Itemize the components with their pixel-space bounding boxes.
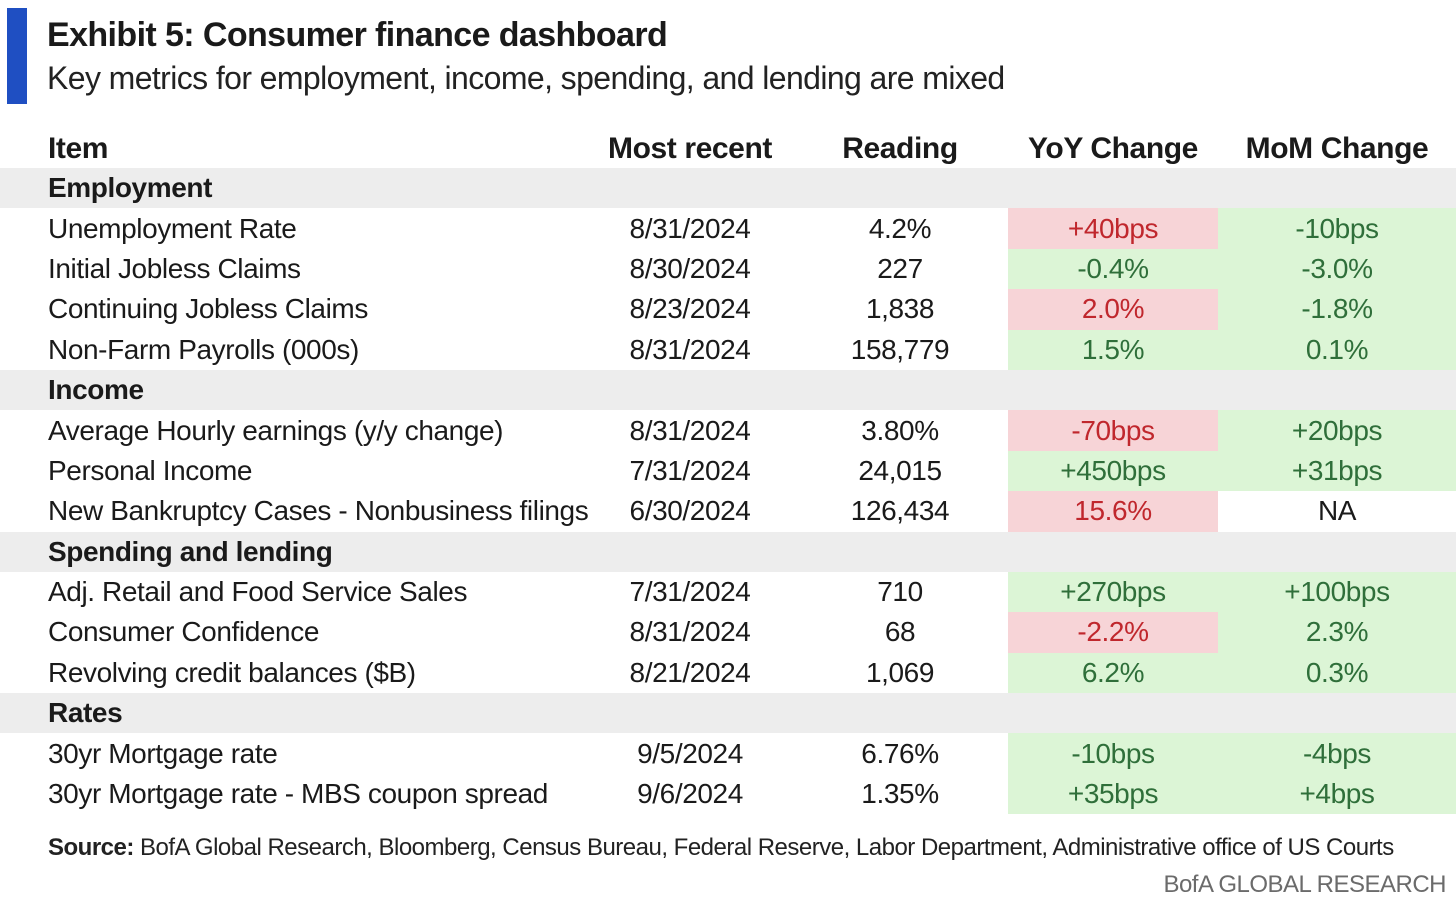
mom-cell: 0.1% bbox=[1218, 329, 1456, 370]
reading-cell: 68 bbox=[884, 616, 916, 648]
yoy-cell: -70bps bbox=[1008, 410, 1218, 451]
reading-cell: 1,838 bbox=[865, 293, 935, 325]
table-row: 30yr Mortgage rate 9/5/2024 6.76% -10bps -4b… bbox=[0, 733, 1456, 774]
section-row: Rates bbox=[0, 693, 1456, 734]
yoy-cell: +40bps bbox=[1008, 208, 1218, 249]
section-row: Income bbox=[0, 369, 1456, 411]
chart-subtitle: Key metrics for employment, income, spen… bbox=[47, 60, 1005, 96]
table-row: 30yr Mortgage rate - MBS coupon spread 9/… bbox=[0, 773, 1456, 815]
table-row: Revolving credit balances ($B) 8/21/2024 1… bbox=[0, 652, 1456, 694]
table-row: New Bankruptcy Cases - Nonbusiness filin… bbox=[0, 491, 1456, 532]
column-header-reading: Reading bbox=[842, 132, 958, 165]
item-cell: 30yr Mortgage rate - MBS coupon spread bbox=[48, 778, 548, 810]
reading-cell: 710 bbox=[877, 576, 923, 608]
table-row: Initial Jobless Claims 8/30/2024 227 -0.4% -… bbox=[0, 248, 1456, 290]
yoy-cell: 15.6% bbox=[1008, 491, 1218, 532]
reading-cell: 1.35% bbox=[861, 778, 939, 810]
source-label: Source: bbox=[48, 834, 134, 861]
date-cell: 7/31/2024 bbox=[629, 454, 751, 486]
mom-cell: 2.3% bbox=[1218, 612, 1456, 653]
reading-cell: 24,015 bbox=[858, 454, 942, 486]
mom-cell: +20bps bbox=[1218, 410, 1456, 451]
item-cell: Initial Jobless Claims bbox=[48, 252, 301, 284]
reading-cell: 4.2% bbox=[868, 212, 932, 244]
section-row: Spending and lending bbox=[0, 531, 1456, 572]
mom-cell: +100bps bbox=[1218, 571, 1456, 613]
mom-cell: -10bps bbox=[1218, 208, 1456, 249]
item-cell: Revolving credit balances ($B) bbox=[48, 656, 416, 688]
chart-title: Exhibit 5: Consumer finance dashboard bbox=[47, 16, 668, 54]
mom-cell: -1.8% bbox=[1218, 289, 1456, 330]
table-row: Non-Farm Payrolls (000s) 8/31/2024 158,779… bbox=[0, 329, 1456, 370]
date-cell: 7/31/2024 bbox=[629, 576, 751, 608]
section-row: Employment bbox=[0, 168, 1456, 209]
yoy-cell: -2.2% bbox=[1008, 612, 1218, 653]
dashboard-table: Item Most recent Reading YoY Change MoM … bbox=[0, 130, 1456, 815]
yoy-cell: 2.0% bbox=[1008, 289, 1218, 330]
item-cell: 30yr Mortgage rate bbox=[48, 737, 278, 769]
date-cell: 8/31/2024 bbox=[629, 212, 751, 244]
yoy-cell: +35bps bbox=[1008, 773, 1218, 815]
brand-footer: BofA GLOBAL RESEARCH bbox=[1163, 871, 1446, 898]
mom-cell: +4bps bbox=[1218, 773, 1456, 815]
item-cell: Adj. Retail and Food Service Sales bbox=[48, 576, 468, 608]
date-cell: 8/30/2024 bbox=[629, 252, 751, 284]
item-cell: Continuing Jobless Claims bbox=[48, 293, 368, 325]
table-row: Average Hourly earnings (y/y change) 8/31… bbox=[0, 410, 1456, 451]
source-note: Source: BofA Global Research, Bloomberg,… bbox=[48, 834, 1394, 862]
item-cell: Non-Farm Payrolls (000s) bbox=[48, 333, 359, 365]
date-cell: 6/30/2024 bbox=[629, 495, 751, 527]
mom-cell: +31bps bbox=[1218, 450, 1456, 492]
section-label: Rates bbox=[48, 697, 123, 729]
yoy-cell: 6.2% bbox=[1008, 652, 1218, 694]
date-cell: 9/6/2024 bbox=[637, 778, 743, 810]
reading-cell: 3.80% bbox=[861, 414, 939, 446]
item-cell: Unemployment Rate bbox=[48, 212, 297, 244]
reading-cell: 227 bbox=[877, 252, 923, 284]
source-text: BofA Global Research, Bloomberg, Census … bbox=[133, 834, 1394, 861]
yoy-cell: -10bps bbox=[1008, 733, 1218, 774]
mom-cell: -4bps bbox=[1218, 733, 1456, 774]
item-cell: Consumer Confidence bbox=[48, 616, 319, 648]
mom-cell: NA bbox=[1218, 491, 1456, 532]
table-row: Continuing Jobless Claims 8/23/2024 1,838 2… bbox=[0, 289, 1456, 330]
reading-cell: 1,069 bbox=[865, 656, 935, 688]
reading-cell: 6.76% bbox=[861, 737, 939, 769]
table-row: Unemployment Rate 8/31/2024 4.2% +40bps -10b… bbox=[0, 208, 1456, 249]
yoy-cell: +450bps bbox=[1008, 450, 1218, 492]
yoy-cell: -0.4% bbox=[1008, 248, 1218, 290]
date-cell: 8/23/2024 bbox=[629, 293, 751, 325]
date-cell: 9/5/2024 bbox=[637, 737, 743, 769]
section-label: Spending and lending bbox=[48, 535, 333, 567]
column-header-mom-change: MoM Change bbox=[1245, 132, 1429, 165]
table-row: Adj. Retail and Food Service Sales 7/31/2… bbox=[0, 571, 1456, 613]
mom-cell: -3.0% bbox=[1218, 248, 1456, 290]
item-cell: Personal Income bbox=[48, 454, 253, 486]
table-row: Consumer Confidence 8/31/2024 68 -2.2% 2.3% bbox=[0, 612, 1456, 653]
accent-bar bbox=[7, 8, 27, 104]
section-label: Income bbox=[48, 374, 144, 406]
item-cell: Average Hourly earnings (y/y change) bbox=[48, 414, 504, 446]
date-cell: 8/31/2024 bbox=[629, 616, 751, 648]
date-cell: 8/31/2024 bbox=[629, 414, 751, 446]
table-row: Personal Income 7/31/2024 24,015 +450bps +31… bbox=[0, 450, 1456, 492]
mom-cell: 0.3% bbox=[1218, 652, 1456, 694]
column-header-item: Item bbox=[48, 132, 109, 165]
reading-cell: 158,779 bbox=[850, 333, 950, 365]
date-cell: 8/31/2024 bbox=[629, 333, 751, 365]
yoy-cell: 1.5% bbox=[1008, 329, 1218, 370]
section-label: Employment bbox=[48, 172, 213, 204]
table-header-row: Item Most recent Reading YoY Change MoM … bbox=[0, 130, 1456, 168]
column-header-yoy-change: YoY Change bbox=[1028, 132, 1198, 165]
item-cell: New Bankruptcy Cases - Nonbusiness filin… bbox=[48, 495, 589, 527]
date-cell: 8/21/2024 bbox=[629, 656, 751, 688]
column-header-most-recent: Most recent bbox=[608, 132, 772, 165]
reading-cell: 126,434 bbox=[850, 495, 950, 527]
yoy-cell: +270bps bbox=[1008, 571, 1218, 613]
